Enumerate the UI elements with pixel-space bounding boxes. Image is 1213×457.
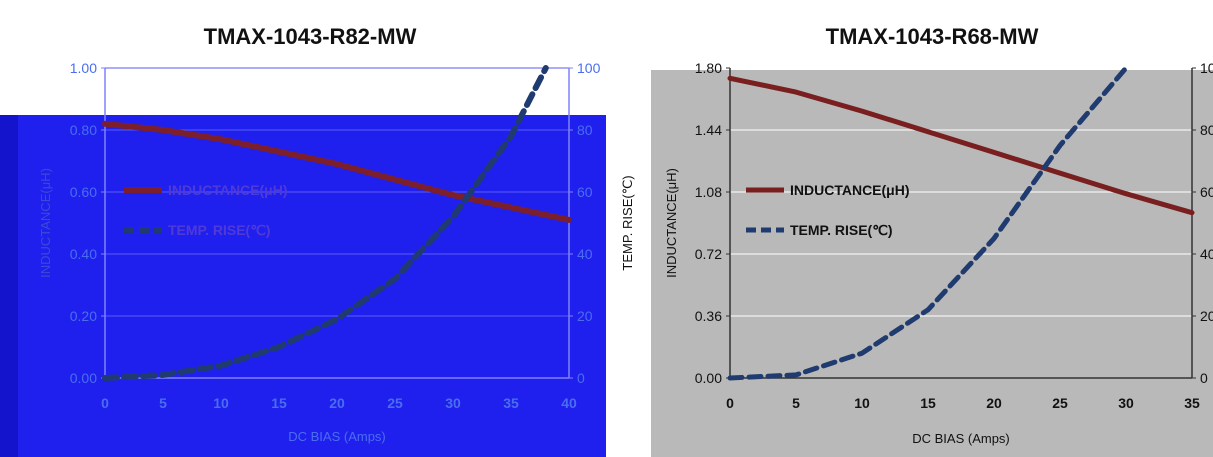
y2-tick-label: 100: [1200, 60, 1213, 76]
x-tick-label: 35: [503, 395, 519, 411]
x-axis-label: DC BIAS (Amps): [912, 431, 1010, 446]
x-tick-label: 0: [726, 395, 734, 411]
x-tick-label: 20: [329, 395, 345, 411]
x-tick-label: 25: [1052, 395, 1068, 411]
x-tick-label: 10: [854, 395, 870, 411]
y2-tick-label: 80: [1200, 122, 1213, 138]
x-tick-label: 0: [101, 395, 109, 411]
x-tick-label: 40: [561, 395, 577, 411]
chart-edge-stripe: [0, 115, 18, 457]
x-axis-label: DC BIAS (Amps): [288, 429, 386, 444]
y2-tick-label: 0: [577, 370, 585, 386]
y2-axis-label: TEMP. RISE(℃): [620, 175, 635, 270]
x-tick-label: 30: [445, 395, 461, 411]
y-tick-label: 0.36: [695, 308, 722, 324]
y2-tick-label: 20: [1200, 308, 1213, 324]
chart-panel-right: TMAX-1043-R68-MW 0.00 0.36 0.72 1.08 1.44 1.80…: [606, 0, 1213, 457]
x-tick-label: 30: [1118, 395, 1134, 411]
y2-tick-label: 100: [577, 60, 601, 76]
legend-label: TEMP. RISE(℃): [790, 222, 893, 238]
y-tick-label: 0.40: [70, 246, 97, 262]
y2-tick-label: 60: [1200, 184, 1213, 200]
legend-label: TEMP. RISE(℃): [168, 222, 271, 238]
chart-left: TMAX-1043-R82-MW 0.00 0.20 0.40 0.60 0.80 1.00…: [0, 0, 606, 457]
y-tick-label: 1.80: [695, 60, 722, 76]
y2-tick-label: 40: [1200, 246, 1213, 262]
x-tick-label: 5: [792, 395, 800, 411]
series-line-inductance: [727, 75, 1195, 216]
chart-title: TMAX-1043-R68-MW: [826, 24, 1039, 49]
legend-label: INDUCTANCE(μH): [168, 182, 288, 198]
y2-tick-label: 60: [577, 184, 593, 200]
chart-background-top: [0, 0, 606, 115]
x-tick-label: 15: [920, 395, 936, 411]
y2-tick-label: 20: [577, 308, 593, 324]
x-tick-label: 10: [213, 395, 229, 411]
y-axis-label: INDUCTANCE(μH): [664, 168, 679, 278]
chart-title: TMAX-1043-R82-MW: [204, 24, 417, 49]
chart-right: TMAX-1043-R68-MW 0.00 0.36 0.72 1.08 1.44 1.80…: [606, 0, 1213, 457]
y-tick-label: 0.72: [695, 246, 722, 262]
x-tick-label: 5: [159, 395, 167, 411]
x-tick-label: 15: [271, 395, 287, 411]
legend-label: INDUCTANCE(μH): [790, 182, 910, 198]
y-tick-label: 0.80: [70, 122, 97, 138]
y2-tick-label: 0: [1200, 370, 1208, 386]
y-tick-label: 1.44: [695, 122, 722, 138]
y-tick-label: 1.00: [70, 60, 97, 76]
y-tick-label: 0.00: [70, 370, 97, 386]
x-tick-label: 25: [387, 395, 403, 411]
y-tick-label: 0.20: [70, 308, 97, 324]
y-axis-label: INDUCTANCE(μH): [38, 168, 53, 278]
x-tick-label: 20: [986, 395, 1002, 411]
y-tick-label: 0.00: [695, 370, 722, 386]
y2-tick-label: 40: [577, 246, 593, 262]
y-tick-label: 0.60: [70, 184, 97, 200]
y-tick-label: 1.08: [695, 184, 722, 200]
chart-background: [0, 115, 606, 457]
x-tick-label: 35: [1184, 395, 1200, 411]
chart-panel-left: TMAX-1043-R82-MW 0.00 0.20 0.40 0.60 0.80 1.00…: [0, 0, 606, 457]
y2-tick-label: 80: [577, 122, 593, 138]
